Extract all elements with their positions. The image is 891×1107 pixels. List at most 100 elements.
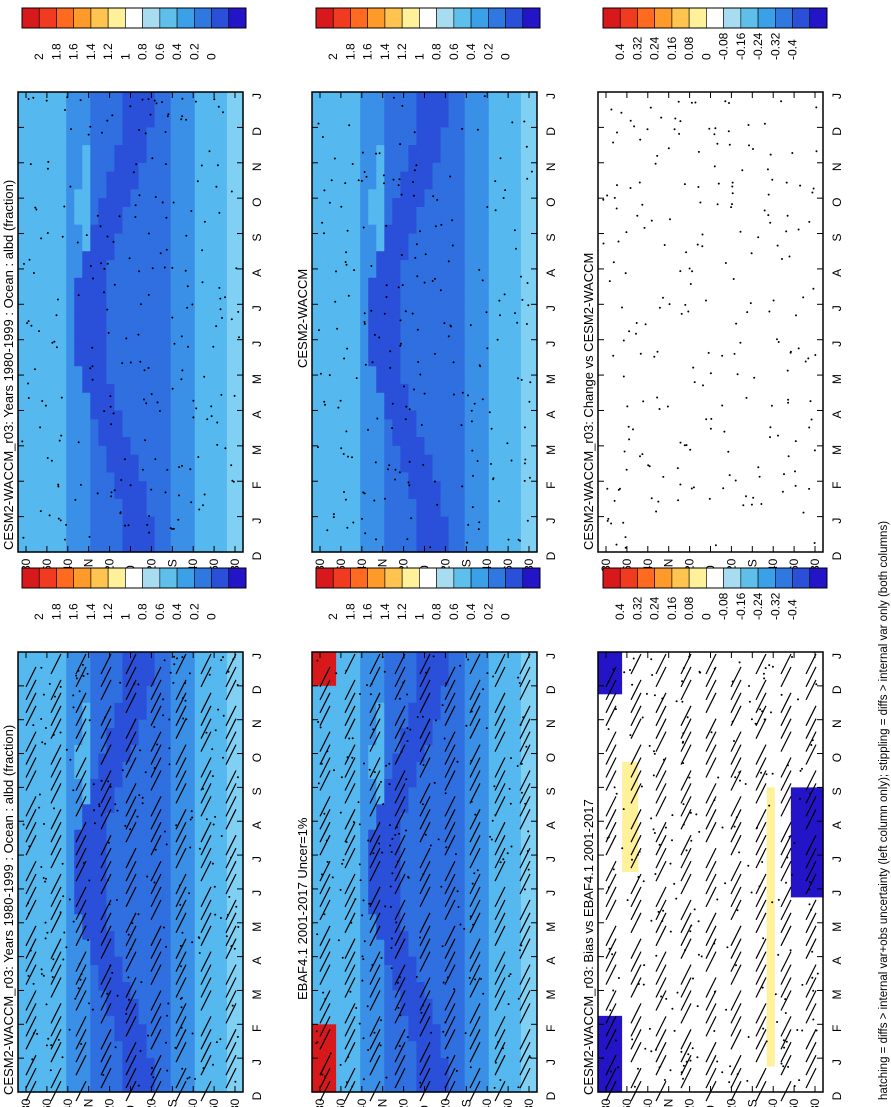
heatmap-cell [440,401,450,412]
heatmap-cell [606,198,615,208]
stipple-dot [408,484,411,487]
heatmap-cell [352,375,361,385]
heatmap-cell [312,171,321,182]
heatmap-cell [218,472,228,482]
heatmap-cell [774,322,784,332]
heatmap-cell [186,339,196,350]
heatmap-cell [702,224,712,235]
heatmap-cell [654,330,663,341]
colorbar-label: 0.2 [481,43,495,60]
heatmap-cell [496,516,506,527]
heatmap-cell [226,410,236,420]
heatmap-cell [766,215,776,226]
heatmap-cell [210,207,220,217]
heatmap-cell [496,198,506,208]
heatmap-cell [496,428,506,438]
heatmap-cell [814,313,824,323]
heatmap-cell [622,428,631,438]
colorbar-frame [315,7,541,29]
colorbar-label: 2 [326,53,340,60]
heatmap-cell [694,242,704,252]
heatmap-cell [758,322,768,332]
heatmap-cell [392,100,401,111]
heatmap-cell [710,109,720,120]
heatmap-cell [106,215,116,226]
heatmap-cell [320,215,329,226]
heatmap-cell [726,525,736,535]
heatmap-cell [614,171,623,182]
heatmap-cell [312,428,321,438]
heatmap-cell [234,516,244,527]
heatmap-cell [456,472,466,482]
heatmap-cell [686,543,696,553]
heatmap-cell [26,445,35,456]
heatmap-cell [432,286,442,297]
stipple-dot [499,314,501,317]
heatmap-cell [614,136,623,146]
heatmap-cell [432,330,442,341]
heatmap-cell [440,498,450,509]
heatmap-cell [798,419,808,429]
heatmap-cell [678,153,687,164]
heatmap-cell [710,260,720,270]
heatmap-cell [312,109,321,120]
heatmap-cell [432,454,442,465]
heatmap-cell [50,207,59,217]
heatmap-cell [480,490,490,500]
heatmap-cell [686,507,696,518]
heatmap-cell [472,189,482,199]
heatmap-cell [146,428,156,438]
heatmap-cell [384,366,393,376]
heatmap-cell [782,419,792,429]
heatmap-cell [798,242,808,252]
heatmap-cell [74,153,83,164]
heatmap-cell [400,224,410,235]
heatmap-cell [138,242,148,252]
heatmap-cell [654,198,663,208]
heatmap-cell [312,295,321,305]
heatmap-cell [814,233,824,243]
heatmap-cell [162,534,172,544]
heatmap-cell [718,375,728,385]
heatmap-cell [352,525,361,535]
heatmap-cell [814,109,824,120]
heatmap-cell [226,153,236,164]
heatmap-cell [630,392,639,403]
heatmap-cell [82,375,91,385]
heatmap-cell [178,109,188,120]
heatmap-cell [336,445,345,456]
heatmap-cell [328,392,337,403]
heatmap-field [312,92,538,553]
heatmap-cell [670,463,679,473]
heatmap-cell [344,136,353,146]
heatmap-cell [210,251,220,261]
month-tick-label: J [544,341,558,347]
panel-model-right: CESM2-WACCM_r03: Years 1980-1999 : Ocean… [1,7,264,572]
heatmap-cell [606,534,615,544]
heatmap-cell [750,304,760,314]
stipple-dot [378,152,381,155]
heatmap-cell [678,162,687,173]
heatmap-cell [790,375,800,385]
heatmap-cell [138,437,148,447]
heatmap-cell [432,198,442,208]
heatmap-cell [82,543,91,553]
heatmap-cell [472,410,482,420]
heatmap-cell [392,215,401,226]
heatmap-cell [408,109,418,120]
heatmap-cell [782,180,792,190]
month-tick-label: F [544,482,558,489]
heatmap-cell [320,242,329,252]
heatmap-cell [328,322,337,332]
stipple-dot [370,309,373,312]
heatmap-cell [782,260,792,270]
heatmap-cell [758,162,768,173]
heatmap-cell [336,463,345,473]
heatmap-cell [614,375,623,385]
heatmap-cell [638,525,647,535]
heatmap-cell [416,198,426,208]
heatmap-cell [718,525,728,535]
heatmap-cell [114,490,124,500]
heatmap-cell [186,392,196,403]
heatmap-cell [336,437,345,447]
